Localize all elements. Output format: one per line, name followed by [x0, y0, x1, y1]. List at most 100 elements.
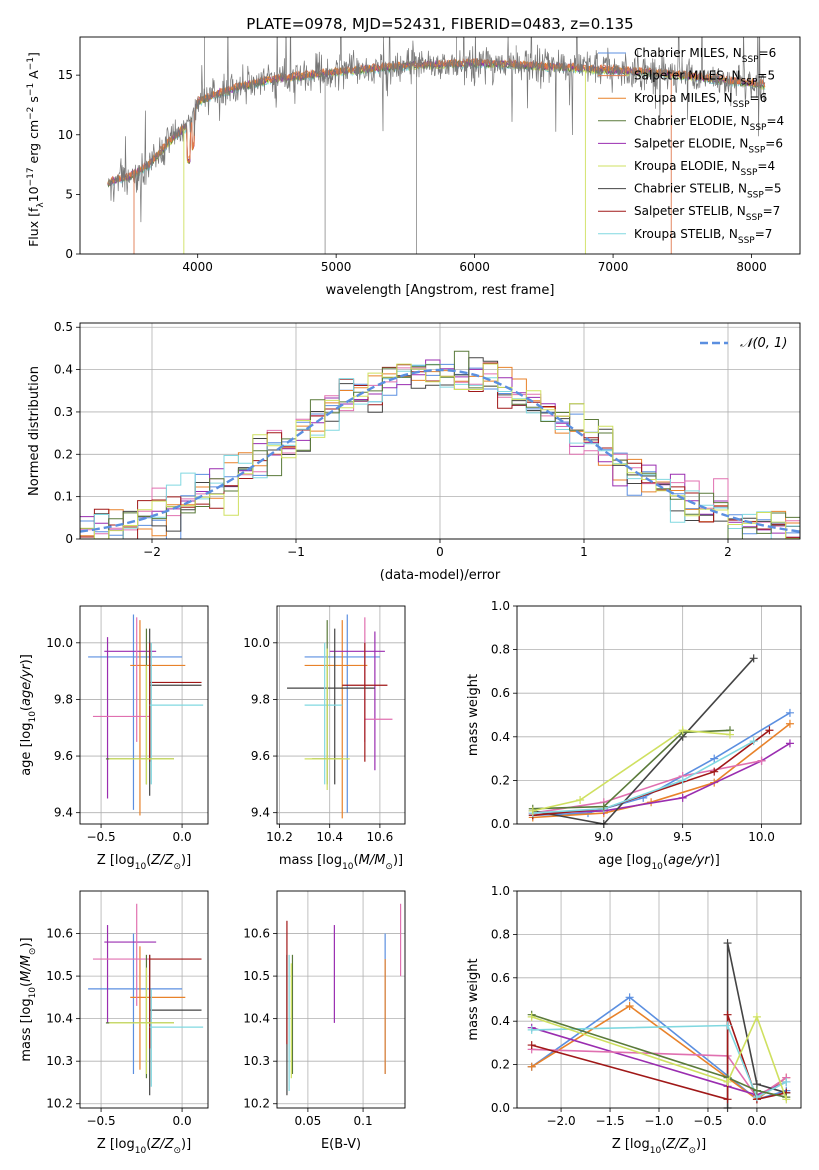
- legend-label: 𝒩(0, 1): [740, 336, 787, 351]
- spectrum-axes: 4000 5000 6000 7000 8000 0 5 10 15 wavelength [An…: [26, 36, 801, 298]
- series-line: [531, 1014, 788, 1100]
- series-line: [531, 1013, 787, 1098]
- x-tick-label: 10.6: [367, 830, 394, 844]
- plot-frame: [79, 890, 209, 1109]
- series-line: [531, 1048, 787, 1099]
- plot-frame: [276, 605, 406, 825]
- legend-label: Kroupa STELIB, NSSP=7: [634, 227, 772, 246]
- y-axis-label: Flux [fλ10−17 erg cm−2 s−1 A−1]: [26, 52, 46, 247]
- x-axis-label: mass [log10(M/M⊙)]: [279, 853, 403, 872]
- data-point-marker: [782, 1077, 791, 1086]
- data-point-marker: [785, 708, 794, 717]
- y-tick-label: 0.5: [54, 320, 73, 334]
- x-tick-label: 9.5: [673, 830, 692, 844]
- y-tick-label: 0.2: [54, 447, 73, 461]
- y-tick-label: 10.0: [243, 636, 270, 650]
- y-tick-label: 9.6: [251, 749, 270, 763]
- series-line: [531, 996, 787, 1101]
- y-tick-label: 10.6: [46, 927, 73, 941]
- x-tick-label: 10.4: [316, 830, 343, 844]
- y-tick-label: 0.8: [491, 643, 510, 657]
- data-point-marker: [528, 806, 537, 815]
- x-tick-label: −0.5: [693, 1114, 722, 1128]
- y-tick-label: 10.2: [243, 1097, 270, 1111]
- data-point-marker: [576, 796, 585, 805]
- data-point-marker: [527, 1012, 536, 1021]
- y-tick-label: 0.8: [491, 927, 510, 941]
- y-tick-label: 0.0: [491, 1101, 510, 1115]
- x-tick-label: −0.5: [86, 1114, 115, 1128]
- plot-frame: [79, 36, 801, 255]
- data-point-marker: [599, 802, 608, 811]
- y-tick-label: 15: [58, 68, 73, 82]
- x-tick-label: 0.0: [173, 1114, 192, 1128]
- legend-label: Chabrier MILES, NSSP=6: [634, 46, 776, 65]
- series-line: [532, 657, 755, 825]
- age_vs_mass-axes: 10.2 10.4 10.6 9.4 9.6 9.8 10.0 mass [log10(M/M…: [243, 605, 406, 872]
- age_vs_Z-axes: −0.5 0.0 9.4 9.6 9.8 10.0 Z [log10(Z/Z⊙)] age […: [19, 605, 209, 872]
- data-point-marker: [749, 737, 758, 746]
- x-axis-label: age [log10(age/yr)]: [598, 853, 720, 872]
- x-tick-label: 6000: [459, 260, 490, 274]
- x-tick-label: −1.0: [644, 1114, 673, 1128]
- data-point-marker: [723, 1077, 732, 1086]
- data-point-marker: [765, 726, 774, 735]
- x-tick-label: 0: [436, 545, 444, 559]
- x-axis-label: wavelength [Angstrom, rest frame]: [326, 283, 555, 298]
- x-tick-label: 4000: [182, 260, 213, 274]
- y-axis-label: mass [log10(M/M⊙)]: [19, 937, 38, 1061]
- y-tick-label: 0: [65, 532, 73, 546]
- data-point-marker: [723, 1021, 732, 1030]
- y-tick-label: 10.0: [46, 636, 73, 650]
- data-point-marker: [625, 993, 634, 1002]
- data-point-marker: [785, 739, 794, 748]
- x-axis-label: Z [log10(Z/Z⊙)]: [97, 1137, 191, 1156]
- y-tick-label: 0.4: [54, 363, 73, 377]
- x-tick-label: −2.0: [546, 1114, 575, 1128]
- legend-label: Kroupa ELODIE, NSSP=4: [634, 159, 775, 178]
- y-tick-label: 10.5: [243, 969, 270, 983]
- series-line: [532, 723, 791, 819]
- x-tick-label: 10.0: [748, 830, 775, 844]
- series-line: [532, 760, 762, 814]
- data-point-marker: [710, 767, 719, 776]
- y-tick-label: 0.0: [491, 817, 510, 831]
- x-tick-label: 1: [580, 545, 588, 559]
- x-axis-label: E(B-V): [321, 1137, 361, 1152]
- y-tick-label: 5: [65, 187, 73, 201]
- data-point-marker: [678, 726, 687, 735]
- y-tick-label: 0.6: [491, 971, 510, 985]
- data-point-marker: [723, 939, 732, 948]
- x-tick-label: −2: [143, 545, 161, 559]
- x-axis-label: Z [log10(Z/Z⊙)]: [97, 853, 191, 872]
- data-point-marker: [527, 1041, 536, 1050]
- gaussian-curve: [80, 368, 800, 533]
- data-point-marker: [752, 1086, 761, 1095]
- data-point-marker: [782, 1095, 791, 1104]
- x-tick-label: 10.2: [266, 830, 293, 844]
- legend-label: Salpeter MILES, NSSP=5: [634, 69, 775, 88]
- legend-label: Salpeter STELIB, NSSP=7: [634, 204, 780, 223]
- x-tick-label: 0.05: [295, 1114, 322, 1128]
- mass_vs_Z-axes: −0.5 0.0 10.2 10.3 10.4 10.5 10.6 Z [log10(Z/Z⊙…: [19, 890, 209, 1156]
- legend-label: Chabrier STELIB, NSSP=5: [634, 182, 782, 201]
- x-axis-label: Z [log10(Z/Z⊙)]: [612, 1137, 706, 1156]
- y-tick-label: 10.3: [46, 1054, 73, 1068]
- y-tick-label: 10.5: [46, 969, 73, 983]
- data-spectrum-line: [107, 37, 766, 223]
- data-point-marker: [752, 1012, 761, 1021]
- residuals-axes: −2 −1 0 1 2 0 0.1 0.2 0.3 0.4 0.5 (data-model)/erro…: [27, 320, 801, 583]
- data-point-marker: [757, 756, 766, 765]
- data-point-marker: [749, 654, 758, 663]
- series-line: [531, 1024, 787, 1099]
- legend-label: Kroupa MILES, NSSP=6: [634, 91, 767, 110]
- y-tick-label: 10.4: [243, 1012, 270, 1026]
- x-tick-label: 7000: [598, 260, 629, 274]
- data-point-marker: [723, 1010, 732, 1019]
- x-tick-label: 0.1: [354, 1114, 373, 1128]
- y-tick-label: 10.3: [243, 1054, 270, 1068]
- series-line: [532, 729, 731, 810]
- y-tick-label: 9.8: [251, 692, 270, 706]
- x-tick-label: −1: [287, 545, 305, 559]
